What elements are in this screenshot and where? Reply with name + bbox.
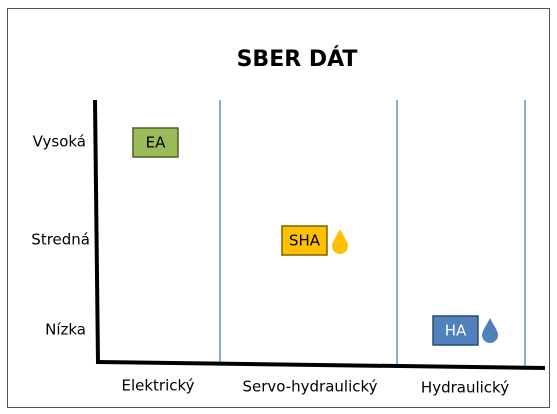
item-box <box>281 225 328 256</box>
drop-icon <box>482 318 498 343</box>
row-label: Stredná <box>31 231 90 249</box>
drop-icon <box>332 229 348 254</box>
x-axis <box>95 360 546 370</box>
y-axis <box>93 99 100 364</box>
item-label: SHA <box>289 232 321 250</box>
item-box <box>132 127 179 158</box>
item-label: HA <box>445 322 467 340</box>
column-label: Servo-hydraulický <box>242 378 377 396</box>
title: SBER DÁT <box>237 46 358 72</box>
column-label: Hydraulický <box>421 379 509 397</box>
row-label: Vysoká <box>33 133 86 151</box>
item-box <box>432 315 479 346</box>
item-label: EA <box>146 134 166 152</box>
column-label: Elektrický <box>121 377 194 395</box>
row-label: Nízka <box>45 321 86 339</box>
